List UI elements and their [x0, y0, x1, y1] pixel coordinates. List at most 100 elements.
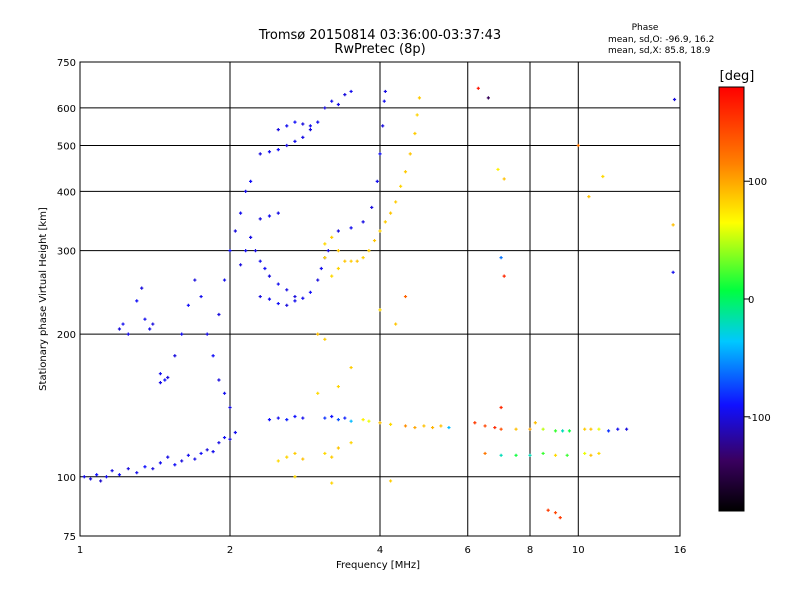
data-point	[95, 473, 99, 477]
data-point	[193, 278, 197, 282]
colorbar	[718, 86, 745, 512]
data-point	[378, 152, 382, 156]
data-point	[316, 278, 320, 282]
data-point	[276, 211, 280, 215]
data-point	[336, 249, 340, 253]
data-point	[413, 425, 417, 430]
data-point	[430, 425, 435, 430]
data-point	[308, 124, 313, 128]
y-tick-label: 200	[57, 330, 76, 341]
data-point	[330, 455, 334, 459]
data-point	[211, 354, 215, 358]
data-point	[82, 475, 86, 479]
data-point	[199, 451, 203, 456]
data-point	[276, 128, 280, 132]
data-point	[151, 322, 155, 326]
data-point	[276, 148, 280, 152]
data-point	[372, 238, 377, 243]
x-axis-ticks: 1 2 4 6 8 10 16	[77, 545, 687, 556]
data-point	[403, 170, 408, 174]
data-point	[267, 150, 272, 154]
data-point	[349, 441, 353, 445]
data-point	[336, 102, 340, 107]
data-point	[308, 290, 313, 294]
data-point	[367, 419, 371, 423]
data-point	[370, 205, 374, 210]
data-point	[528, 427, 532, 431]
data-point	[394, 200, 398, 204]
data-point	[205, 332, 209, 336]
chart-subtitle: RwPretec (8p)	[334, 42, 425, 57]
data-point	[349, 365, 353, 370]
colorbar-unit: [deg]	[720, 69, 755, 84]
data-point	[319, 266, 323, 271]
data-point	[483, 424, 487, 428]
y-tick-label: 600	[57, 104, 76, 115]
data-point	[293, 451, 297, 456]
data-point	[249, 179, 253, 183]
data-point	[293, 299, 297, 303]
data-point	[499, 453, 503, 457]
data-point	[567, 429, 572, 433]
data-point	[158, 372, 163, 376]
data-point	[476, 86, 480, 90]
x-tick-label: 16	[674, 545, 687, 556]
y-tick-label: 500	[57, 141, 76, 152]
data-point	[381, 124, 385, 128]
data-point	[383, 89, 387, 94]
data-point	[499, 256, 503, 260]
data-point	[499, 405, 503, 410]
data-point	[553, 429, 558, 433]
data-point	[330, 481, 334, 485]
data-point	[301, 416, 305, 420]
data-point	[378, 421, 382, 425]
data-point	[514, 453, 518, 457]
data-point	[361, 256, 365, 260]
data-point	[117, 327, 122, 331]
data-point	[293, 120, 297, 124]
data-point	[121, 322, 125, 326]
data-point	[233, 430, 237, 435]
data-point	[388, 479, 393, 483]
phase-o-stats: mean, sd,O: -96.9, 16.2	[608, 35, 714, 45]
data-point	[589, 427, 593, 431]
data-point	[258, 217, 262, 221]
data-point	[378, 229, 382, 233]
data-point	[553, 511, 558, 515]
data-point	[173, 463, 177, 467]
data-point	[330, 414, 334, 419]
data-point	[323, 337, 327, 341]
data-point	[361, 418, 365, 422]
data-point	[349, 89, 353, 94]
data-point	[110, 469, 114, 473]
data-point	[624, 427, 629, 431]
data-point	[285, 418, 289, 422]
data-point	[135, 299, 139, 303]
data-points	[82, 86, 677, 520]
data-point	[343, 93, 347, 97]
data-point	[323, 256, 327, 260]
x-tick-label: 8	[527, 545, 533, 556]
data-point	[308, 128, 313, 132]
data-point	[267, 297, 272, 301]
x-axis-label: Frequency [MHz]	[336, 560, 420, 571]
data-point	[558, 516, 562, 520]
data-point	[104, 475, 109, 479]
data-point	[541, 451, 545, 456]
data-point	[238, 263, 243, 267]
data-point	[143, 317, 147, 321]
data-point	[399, 184, 403, 188]
y-tick-label: 300	[57, 247, 76, 258]
data-point	[323, 416, 327, 420]
data-point	[394, 322, 398, 326]
data-point	[528, 453, 532, 457]
data-point	[217, 441, 221, 445]
data-point	[336, 418, 340, 422]
data-point	[323, 451, 327, 456]
grid	[80, 62, 680, 536]
data-point	[276, 301, 280, 306]
data-point	[293, 294, 297, 299]
data-point	[560, 429, 565, 433]
data-point	[382, 99, 386, 103]
